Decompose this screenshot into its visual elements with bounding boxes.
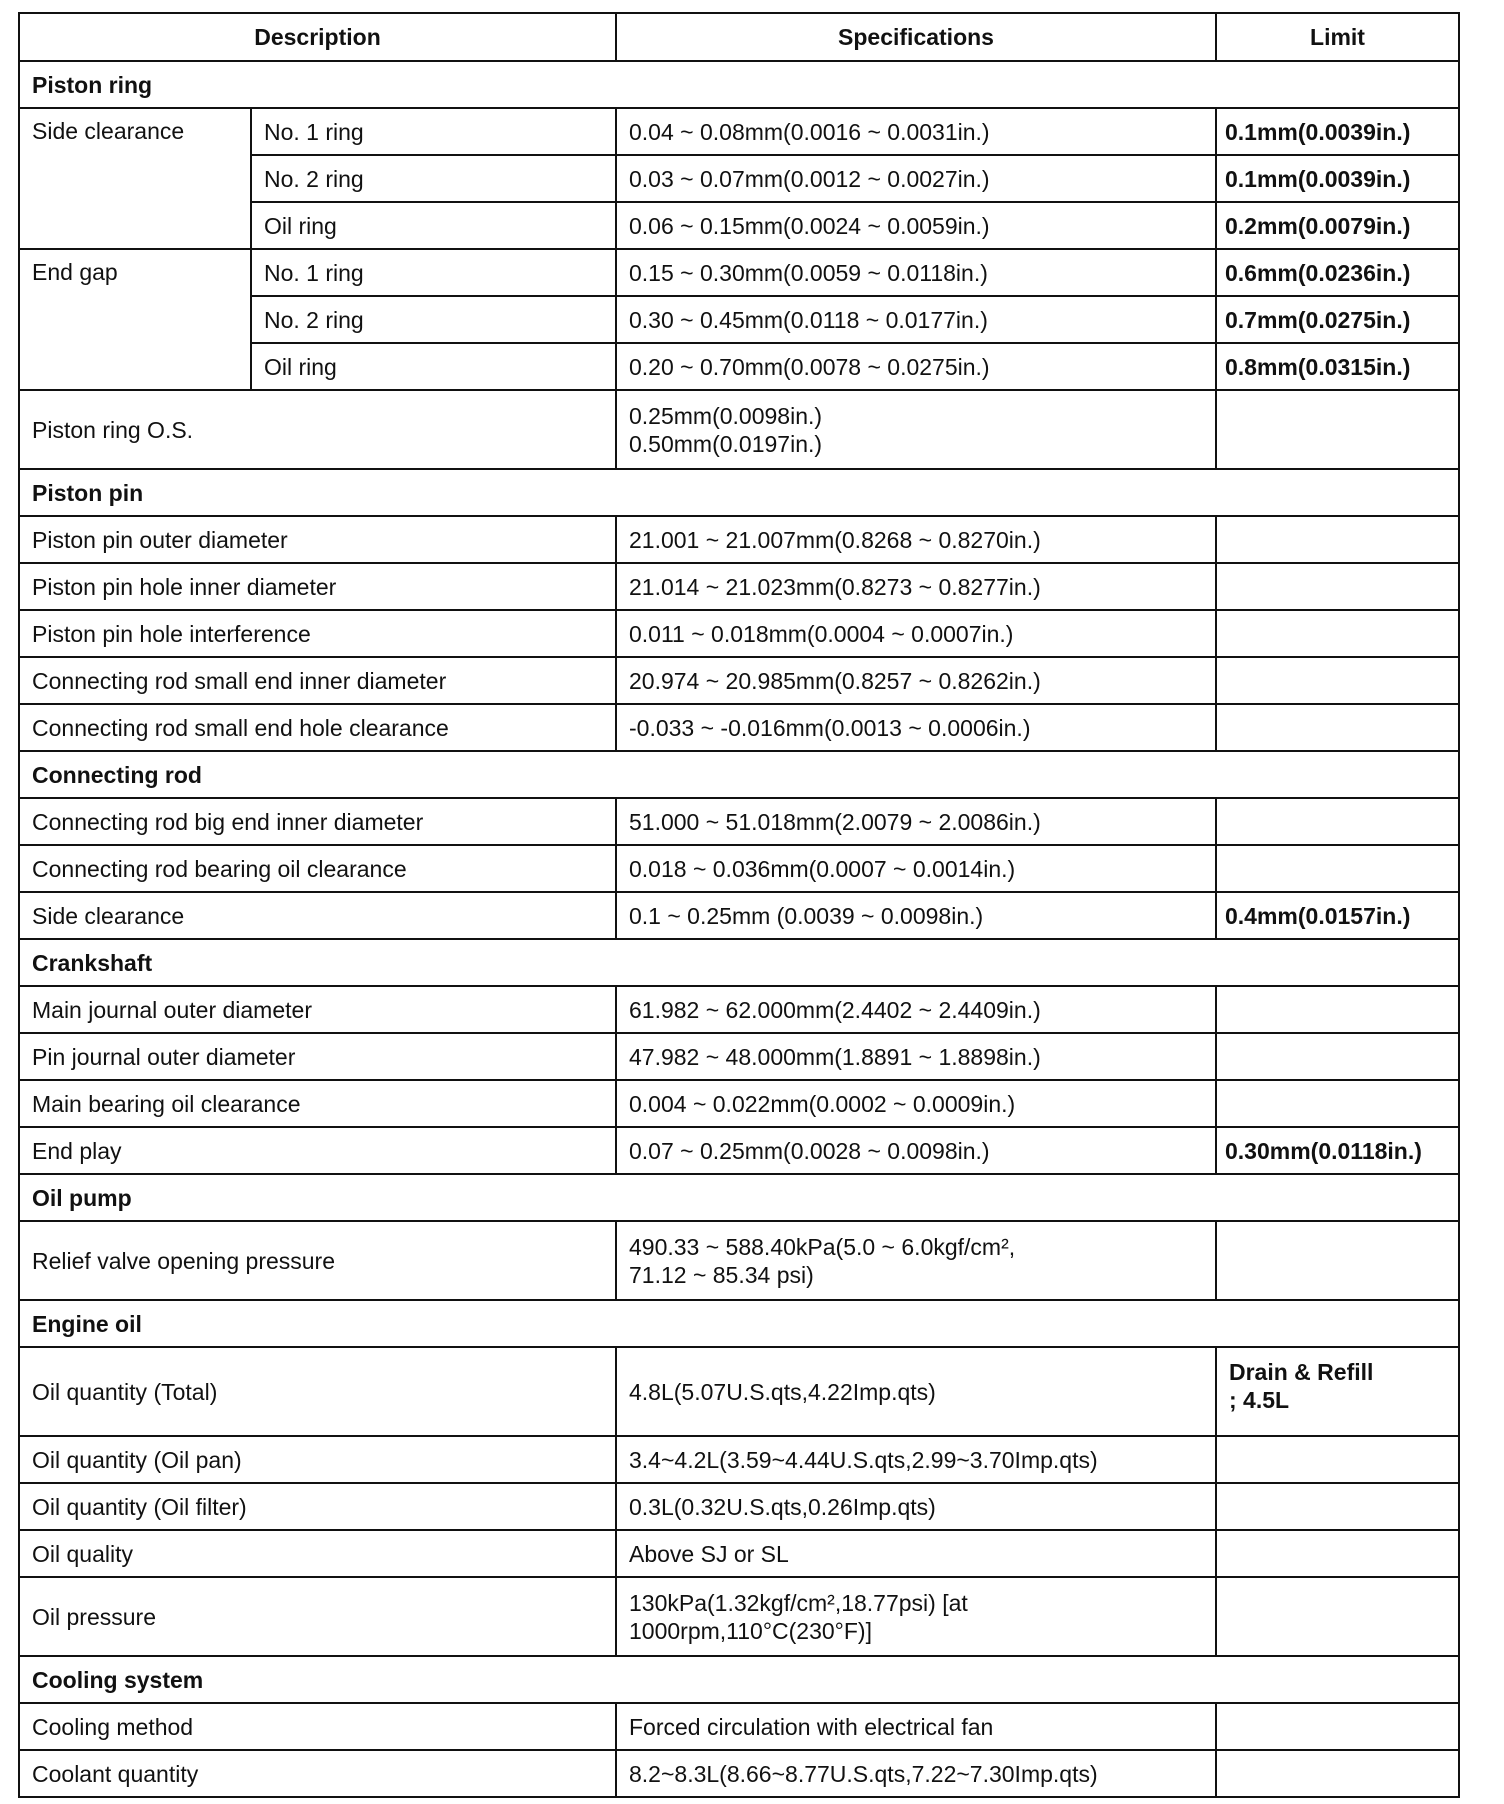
table-row: Oil quantity (Oil filter) 0.3L(0.32U.S.q… bbox=[18, 1482, 1460, 1531]
row-limit bbox=[1215, 1435, 1460, 1484]
row-specification: -0.033 ~ -0.016mm(0.0013 ~ 0.0006in.) bbox=[615, 703, 1217, 752]
table-row: Oil ring 0.20 ~ 0.70mm(0.0078 ~ 0.0275in… bbox=[19, 342, 1460, 391]
table-row: Connecting rod small end hole clearance … bbox=[18, 703, 1460, 752]
header-specifications: Specifications bbox=[615, 12, 1217, 62]
row-specification: 0.011 ~ 0.018mm(0.0004 ~ 0.0007in.) bbox=[615, 609, 1217, 658]
table-row: Cooling method Forced circulation with e… bbox=[18, 1702, 1460, 1751]
table-row: Piston pin hole inner diameter 21.014 ~ … bbox=[18, 562, 1460, 611]
row-limit bbox=[1215, 703, 1460, 752]
row-description: Oil quantity (Oil filter) bbox=[18, 1482, 617, 1531]
row-specification: 51.000 ~ 51.018mm(2.0079 ~ 2.0086in.) bbox=[615, 797, 1217, 846]
table-row: Oil quantity (Total) 4.8L(5.07U.S.qts,4.… bbox=[18, 1346, 1460, 1437]
row-description: Cooling method bbox=[18, 1702, 617, 1751]
table-row: Coolant quantity 8.2~8.3L(8.66~8.77U.S.q… bbox=[18, 1749, 1460, 1798]
row-specification: Forced circulation with electrical fan bbox=[615, 1702, 1217, 1751]
specifications-table: Description Specifications Limit Piston … bbox=[18, 12, 1460, 1798]
section-cooling-system: Cooling system bbox=[18, 1655, 1460, 1704]
row-limit bbox=[1215, 844, 1460, 893]
row-specification: 0.004 ~ 0.022mm(0.0002 ~ 0.0009in.) bbox=[615, 1079, 1217, 1128]
row-limit bbox=[1215, 1032, 1460, 1081]
table-row: No. 2 ring 0.03 ~ 0.07mm(0.0012 ~ 0.0027… bbox=[19, 154, 1460, 203]
table-row: Connecting rod small end inner diameter … bbox=[18, 656, 1460, 705]
row-specification: 0.018 ~ 0.036mm(0.0007 ~ 0.0014in.) bbox=[615, 844, 1217, 893]
row-specification: 0.07 ~ 0.25mm(0.0028 ~ 0.0098in.) bbox=[615, 1126, 1217, 1175]
row-specification: 0.1 ~ 0.25mm (0.0039 ~ 0.0098in.) bbox=[615, 891, 1217, 940]
row-limit bbox=[1215, 656, 1460, 705]
row-description: Connecting rod bearing oil clearance bbox=[18, 844, 617, 893]
header-row: Description Specifications Limit bbox=[18, 12, 1460, 62]
row-description: Oil quantity (Oil pan) bbox=[18, 1435, 617, 1484]
row-limit: 0.30mm(0.0118in.) bbox=[1215, 1126, 1460, 1175]
row-description: Piston pin hole interference bbox=[18, 609, 617, 658]
table-row: Oil quality Above SJ or SL bbox=[18, 1529, 1460, 1578]
row-specification: 21.001 ~ 21.007mm(0.8268 ~ 0.8270in.) bbox=[615, 515, 1217, 564]
table-row: Main journal outer diameter 61.982 ~ 62.… bbox=[18, 985, 1460, 1034]
row-description: Main journal outer diameter bbox=[18, 985, 617, 1034]
row-limit bbox=[1215, 609, 1460, 658]
table-row: End gap No. 1 ring 0.15 ~ 0.30mm(0.0059 … bbox=[18, 248, 1460, 391]
row-limit bbox=[1215, 985, 1460, 1034]
section-oil-pump: Oil pump bbox=[18, 1173, 1460, 1222]
table-row: Main bearing oil clearance 0.004 ~ 0.022… bbox=[18, 1079, 1460, 1128]
section-connecting-rod: Connecting rod bbox=[18, 750, 1460, 799]
row-specification: 8.2~8.3L(8.66~8.77U.S.qts,7.22~7.30Imp.q… bbox=[615, 1749, 1217, 1798]
table-row: Connecting rod big end inner diameter 51… bbox=[18, 797, 1460, 846]
row-description: Connecting rod small end inner diameter bbox=[18, 656, 617, 705]
section-piston-pin: Piston pin bbox=[18, 468, 1460, 517]
end-gap-label: End gap bbox=[18, 248, 252, 391]
row-description: Connecting rod small end hole clearance bbox=[18, 703, 617, 752]
table-row: Piston ring O.S. 0.25mm(0.0098in.) 0.50m… bbox=[18, 389, 1460, 470]
row-specification: 3.4~4.2L(3.59~4.44U.S.qts,2.99~3.70Imp.q… bbox=[615, 1435, 1217, 1484]
table-row: Side clearance 0.1 ~ 0.25mm (0.0039 ~ 0.… bbox=[18, 891, 1460, 940]
row-specification: 61.982 ~ 62.000mm(2.4402 ~ 2.4409in.) bbox=[615, 985, 1217, 1034]
table-row: Oil ring 0.06 ~ 0.15mm(0.0024 ~ 0.0059in… bbox=[19, 201, 1460, 250]
table-row: Piston pin outer diameter 21.001 ~ 21.00… bbox=[18, 515, 1460, 564]
row-description: Piston pin hole inner diameter bbox=[18, 562, 617, 611]
row-specification: 47.982 ~ 48.000mm(1.8891 ~ 1.8898in.) bbox=[615, 1032, 1217, 1081]
row-limit bbox=[1215, 1079, 1460, 1128]
side-clearance-label: Side clearance bbox=[18, 107, 252, 250]
table-row: End play 0.07 ~ 0.25mm(0.0028 ~ 0.0098in… bbox=[18, 1126, 1460, 1175]
row-description: End play bbox=[18, 1126, 617, 1175]
section-crankshaft: Crankshaft bbox=[18, 938, 1460, 987]
row-description: Pin journal outer diameter bbox=[18, 1032, 617, 1081]
row-specification: 21.014 ~ 21.023mm(0.8273 ~ 0.8277in.) bbox=[615, 562, 1217, 611]
table-row: Pin journal outer diameter 47.982 ~ 48.0… bbox=[18, 1032, 1460, 1081]
row-specification: Above SJ or SL bbox=[615, 1529, 1217, 1578]
row-limit bbox=[1215, 562, 1460, 611]
header-description: Description bbox=[18, 12, 617, 62]
row-description: Side clearance bbox=[18, 891, 617, 940]
row-limit bbox=[1215, 1529, 1460, 1578]
row-limit bbox=[1215, 515, 1460, 564]
table-row: Side clearance No. 1 ring 0.04 ~ 0.08mm(… bbox=[18, 107, 1460, 250]
row-specification: 20.974 ~ 20.985mm(0.8257 ~ 0.8262in.) bbox=[615, 656, 1217, 705]
row-limit: 0.4mm(0.0157in.) bbox=[1215, 891, 1460, 940]
row-description: Main bearing oil clearance bbox=[18, 1079, 617, 1128]
row-limit bbox=[1215, 1749, 1460, 1798]
row-description: Coolant quantity bbox=[18, 1749, 617, 1798]
section-engine-oil: Engine oil bbox=[18, 1299, 1460, 1348]
row-description: Oil quality bbox=[18, 1529, 617, 1578]
table-row: No. 2 ring 0.30 ~ 0.45mm(0.0118 ~ 0.0177… bbox=[19, 295, 1460, 344]
table-row: Relief valve opening pressure 490.33 ~ 5… bbox=[18, 1220, 1460, 1301]
row-limit bbox=[1215, 1482, 1460, 1531]
table-row: Oil pressure 130kPa(1.32kgf/cm²,18.77psi… bbox=[18, 1576, 1460, 1657]
header-limit: Limit bbox=[1215, 12, 1460, 62]
table-row: Connecting rod bearing oil clearance 0.0… bbox=[18, 844, 1460, 893]
row-specification: 0.3L(0.32U.S.qts,0.26Imp.qts) bbox=[615, 1482, 1217, 1531]
table-row: Piston pin hole interference 0.011 ~ 0.0… bbox=[18, 609, 1460, 658]
table-row: Oil quantity (Oil pan) 3.4~4.2L(3.59~4.4… bbox=[18, 1435, 1460, 1484]
row-limit bbox=[1215, 797, 1460, 846]
row-description: Connecting rod big end inner diameter bbox=[18, 797, 617, 846]
section-piston-ring: Piston ring bbox=[18, 60, 1460, 109]
row-description: Piston pin outer diameter bbox=[18, 515, 617, 564]
row-limit bbox=[1215, 1702, 1460, 1751]
